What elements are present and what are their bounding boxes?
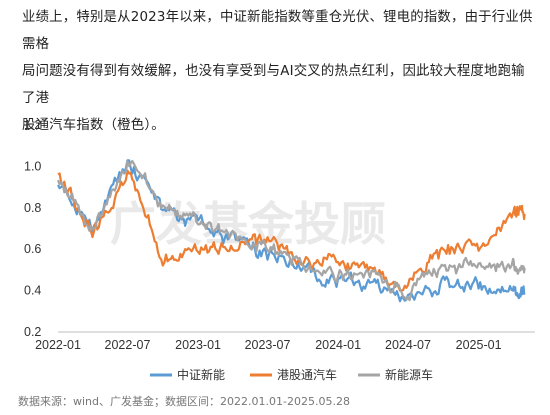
y-axis: 0.2 0.4 0.6 0.8 1.0 1.2 [24, 118, 41, 339]
series-group [56, 159, 526, 303]
y-tick-label: 1.0 [24, 159, 41, 173]
y-tick-label: 0.6 [24, 242, 41, 256]
x-tick-label: 2022-01 [35, 338, 81, 352]
source-note: 数据来源：wind、广发基金；数据区间：2022.01.01-2025.05.2… [18, 395, 350, 408]
intro-line-3: 股通汽车指数（橙色）。 [22, 118, 165, 133]
y-tick-label: 0.8 [24, 201, 41, 215]
series-line-3 [56, 159, 526, 302]
intro-line-2: 局问题没有得到有效缓解，也没有享受到与AI交叉的热点红利，因此较大程度地跑输了港 [22, 64, 525, 106]
legend-label: 中证新能 [177, 367, 225, 382]
x-tick-label: 2023-01 [175, 338, 221, 352]
x-tick-label: 2025-01 [456, 338, 502, 352]
y-tick-label: 0.2 [24, 325, 41, 339]
y-tick-label: 0.4 [24, 284, 41, 298]
x-axis: 2022-01 2022-07 2023-01 2023-07 2024-01 2024-… [35, 338, 502, 352]
legend-label: 港股通汽车 [277, 367, 337, 382]
y-tick-label: 1.2 [24, 118, 41, 132]
legend: 中证新能 港股通汽车 新能源车 [150, 367, 433, 382]
intro-line-1: 业绩上，特别是从2023年以来，中证新能指数等重仓光伏、锂电的指数，由于行业供需… [22, 10, 533, 52]
x-tick-label: 2023-07 [245, 338, 291, 352]
legend-label: 新能源车 [385, 367, 433, 382]
series-line-1 [57, 159, 526, 303]
intro-text: 业绩上，特别是从2023年以来，中证新能指数等重仓光伏、锂电的指数，由于行业供需… [22, 4, 538, 139]
x-tick-label: 2024-07 [385, 338, 431, 352]
x-tick-label: 2022-07 [105, 338, 151, 352]
x-tick-label: 2024-01 [315, 338, 361, 352]
line-chart: 广发基金投顾 0.20.40.60.81.01.2 2022-01 2022-07… [24, 118, 535, 382]
